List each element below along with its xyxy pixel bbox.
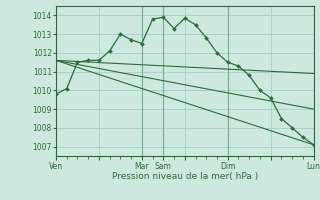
- X-axis label: Pression niveau de la mer( hPa ): Pression niveau de la mer( hPa ): [112, 172, 258, 181]
